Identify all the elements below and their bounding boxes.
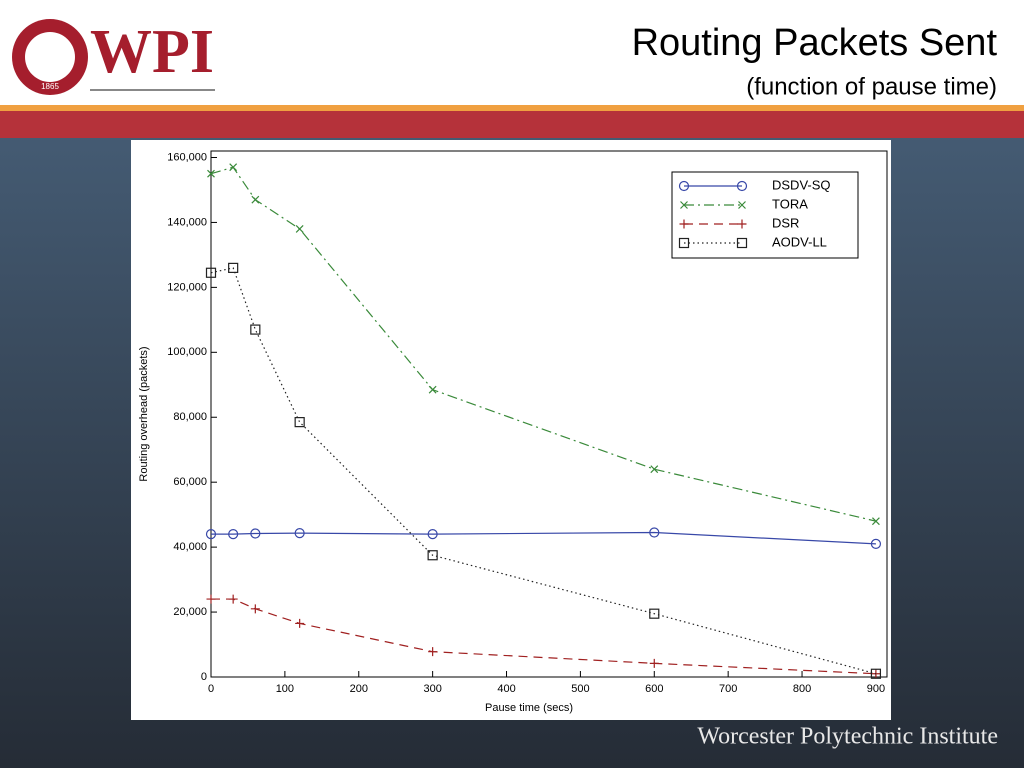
plot-frame xyxy=(210,150,888,678)
slide-subtitle: (function of pause time) xyxy=(746,73,997,100)
legend-label: TORA xyxy=(772,196,808,211)
y-tick-label: 20,000 xyxy=(173,606,207,618)
marker xyxy=(737,219,747,229)
y-tick-label: 60,000 xyxy=(173,476,207,488)
footer: Worcester Polytechnic Institute xyxy=(697,724,998,750)
marker xyxy=(649,658,659,668)
red-stripe xyxy=(0,111,1024,138)
slide-title: Routing Packets Sent xyxy=(632,22,998,64)
marker xyxy=(870,538,882,549)
marker xyxy=(680,201,688,209)
marker xyxy=(427,529,438,540)
y-tick-label: 100,000 xyxy=(167,346,207,358)
marker xyxy=(205,529,217,540)
marker xyxy=(649,527,660,538)
marker xyxy=(228,594,238,604)
marker xyxy=(228,262,239,273)
x-tick-label: 0 xyxy=(208,683,214,695)
marker xyxy=(678,180,690,192)
marker xyxy=(206,594,216,604)
marker xyxy=(649,608,660,619)
marker xyxy=(250,604,260,614)
marker xyxy=(428,385,437,394)
legend-label: AODV-LL xyxy=(772,234,827,249)
marker xyxy=(428,647,438,657)
marker xyxy=(650,465,659,474)
y-tick-label: 0 xyxy=(201,671,207,683)
marker xyxy=(205,267,217,278)
y-tick-label: 120,000 xyxy=(167,281,207,293)
marker xyxy=(229,163,238,172)
marker xyxy=(736,237,748,249)
marker xyxy=(250,528,261,539)
x-tick-label: 200 xyxy=(350,683,368,695)
y-axis-label: Routing overhead (packets) xyxy=(138,346,150,481)
x-tick-label: 300 xyxy=(423,683,441,695)
y-tick-label: 140,000 xyxy=(167,216,207,228)
marker xyxy=(251,195,260,204)
x-tick-label: 500 xyxy=(571,683,589,695)
seal-year: 1865 xyxy=(41,82,59,91)
orange-stripe xyxy=(0,105,1024,111)
marker xyxy=(738,201,746,209)
y-tick-label: 80,000 xyxy=(173,411,207,423)
series-line xyxy=(211,531,876,545)
x-tick-label: 400 xyxy=(497,683,515,695)
x-tick-label: 800 xyxy=(793,683,811,695)
marker xyxy=(870,668,882,679)
x-tick-label: 600 xyxy=(645,683,663,695)
marker xyxy=(250,324,261,335)
legend-label: DSR xyxy=(772,215,799,230)
marker xyxy=(294,528,305,539)
x-axis-label: Pause time (secs) xyxy=(485,702,573,714)
marker xyxy=(295,618,305,628)
series-line xyxy=(210,267,877,675)
header-band xyxy=(0,0,1024,105)
marker xyxy=(427,550,438,561)
marker xyxy=(295,225,304,233)
logo-text: WPI xyxy=(90,18,214,86)
marker xyxy=(679,219,689,229)
marker xyxy=(871,517,880,526)
x-tick-label: 700 xyxy=(719,683,737,695)
marker xyxy=(678,237,690,249)
chart: 0 20,000 40,000 60,000 80,000 100,000 120,000 1… xyxy=(138,150,888,714)
x-tick-label: 900 xyxy=(867,683,885,695)
legend-label: DSDV-SQ xyxy=(772,177,831,192)
x-tick-label: 100 xyxy=(276,683,294,695)
y-tick-label: 160,000 xyxy=(167,151,207,163)
marker xyxy=(207,169,215,178)
seal-inner xyxy=(25,32,75,82)
marker xyxy=(228,529,239,540)
marker xyxy=(294,417,305,428)
marker xyxy=(736,180,748,192)
y-tick-label: 40,000 xyxy=(173,541,207,553)
